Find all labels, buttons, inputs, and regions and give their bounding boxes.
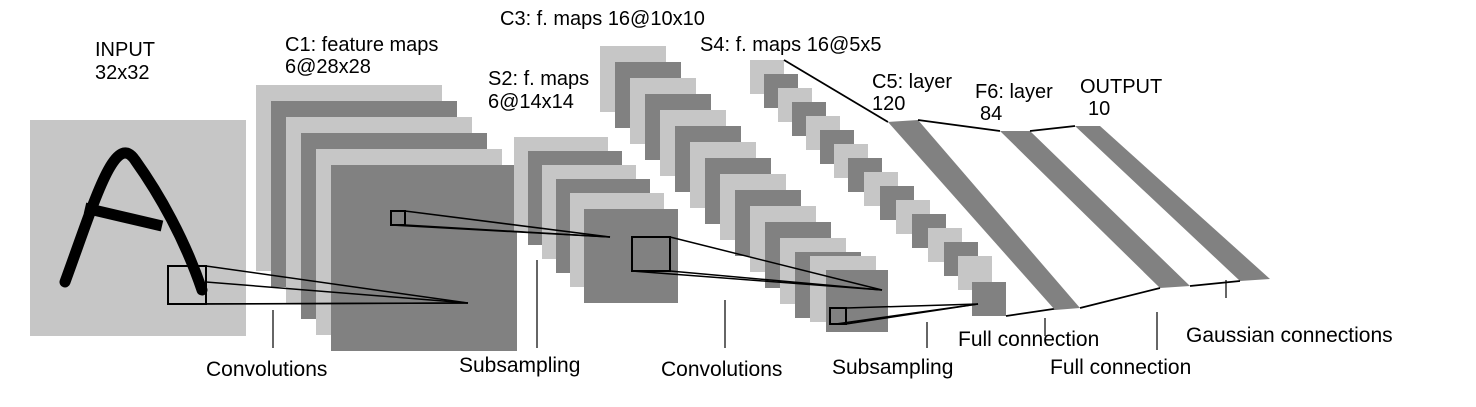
output-band	[1075, 126, 1270, 281]
f6-label-line1: F6: layer	[975, 81, 1053, 103]
conv2-projection-lines	[631, 236, 883, 291]
full1-label: Full connection	[958, 328, 1099, 351]
c5-label-line2: 120	[872, 93, 905, 115]
letter-a-stroke	[59, 147, 208, 296]
operation-pointer-ticks	[272, 260, 1227, 350]
stage-labels: INPUT 32x32 C1: feature maps 6@28x28 S2:…	[95, 8, 1162, 125]
c3-label: C3: f. maps 16@10x10	[500, 8, 705, 30]
conv1-label: Convolutions	[206, 358, 327, 381]
c1-map-6	[331, 165, 517, 351]
s2-label-line2: 6@14x14	[488, 91, 574, 113]
c5-layer	[888, 120, 1080, 310]
s2-label-line1: S2: f. maps	[488, 68, 589, 90]
s4-c5-connector-lines	[783, 59, 1061, 317]
output-label-line1: OUTPUT	[1080, 76, 1162, 98]
f6-band	[1000, 131, 1190, 288]
c1-feature-maps	[256, 85, 517, 351]
sub2-label: Subsampling	[832, 356, 953, 379]
s4-map-16	[972, 282, 1006, 316]
s2-receptive-field-box	[631, 236, 671, 272]
letter-a-crossbar	[83, 202, 164, 232]
c5-band	[888, 120, 1080, 310]
input-label-line2: 32x32	[95, 62, 150, 84]
gauss-label: Gaussian connections	[1186, 324, 1393, 347]
conv1-projection-lines	[167, 265, 469, 305]
s4-label: S4: f. maps 16@5x5	[700, 34, 882, 56]
c5-label-line1: C5: layer	[872, 71, 952, 93]
c1-label-line2: 6@28x28	[285, 56, 371, 78]
sub2-projection-lines	[835, 303, 979, 325]
full2-label: Full connection	[1050, 356, 1191, 379]
s2-feature-maps	[514, 137, 678, 303]
input-label-line1: INPUT	[95, 39, 155, 61]
operation-labels: Convolutions Subsampling Convolutions Su…	[206, 324, 1393, 381]
c3-feature-maps	[600, 46, 888, 332]
sub1-label: Subsampling	[459, 354, 580, 377]
output-layer	[1075, 126, 1270, 281]
f6-layer	[1000, 131, 1190, 288]
input-layer	[30, 120, 246, 336]
dense-connector-lines	[917, 119, 1241, 309]
f6-label-line2: 84	[980, 103, 1002, 125]
c1-label-line1: C1: feature maps	[285, 34, 438, 56]
output-label-line2: 10	[1088, 98, 1110, 120]
conv2-label: Convolutions	[661, 358, 782, 381]
sub1-projection-lines	[390, 210, 611, 238]
s4-feature-maps	[750, 60, 1006, 316]
